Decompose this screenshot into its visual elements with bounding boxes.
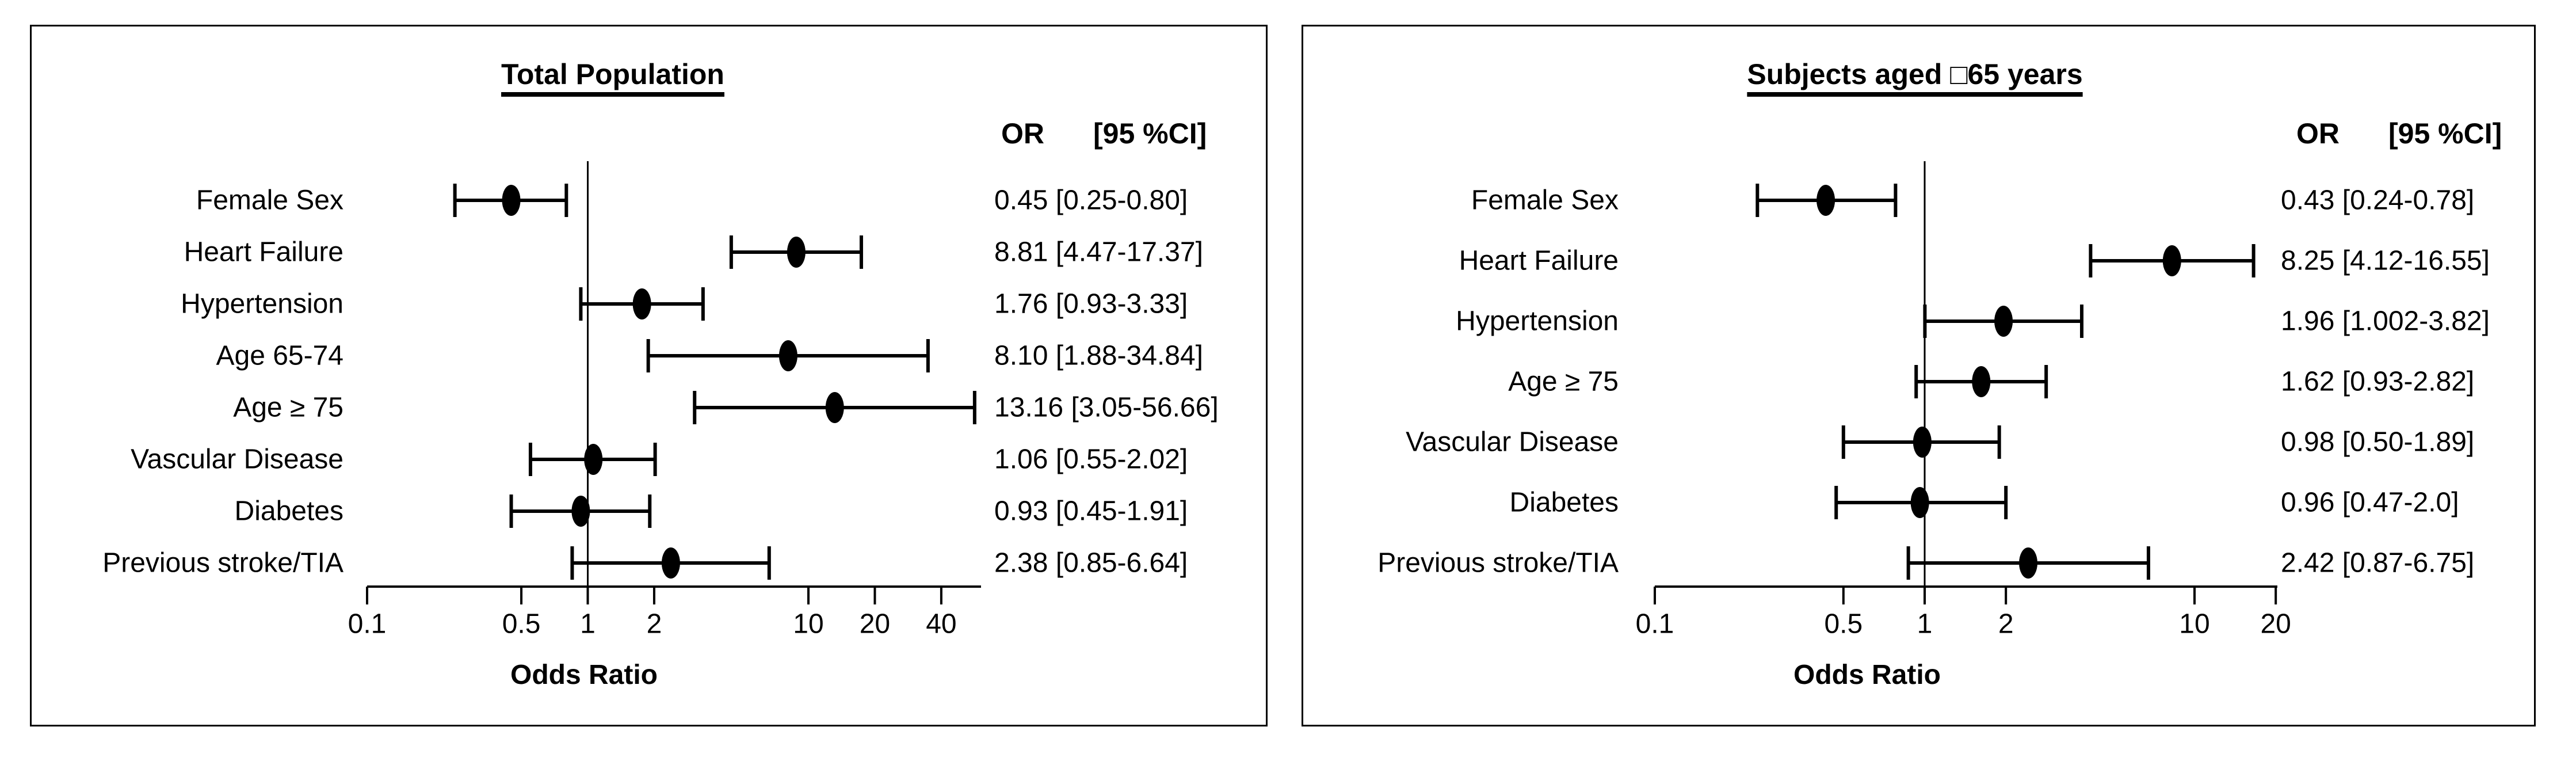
row-label: Diabetes	[235, 496, 344, 527]
row-label: Hypertension	[1456, 306, 1619, 337]
or-point	[1994, 306, 2013, 337]
row-value: 8.25 [4.12-16.55]	[2281, 246, 2490, 276]
x-axis-tick-label: 0.5	[502, 609, 541, 640]
row-label: Age ≥ 75	[233, 393, 344, 423]
panel-title: Subjects aged □65 years	[1747, 58, 2083, 90]
or-ci-column-header: OR [95 %CI]	[1001, 117, 1207, 150]
x-axis-tick-label: 10	[793, 609, 823, 640]
or-point	[787, 237, 806, 268]
row-value: 8.10 [1.88-34.84]	[994, 341, 1203, 371]
or-header-label: OR	[2296, 117, 2340, 150]
row-value: 13.16 [3.05-56.66]	[994, 393, 1219, 423]
row-value: 1.76 [0.93-3.33]	[994, 289, 1188, 319]
row-label: Previous stroke/TIA	[1377, 548, 1619, 579]
or-point	[825, 392, 844, 423]
panel-title: Total Population	[501, 58, 724, 90]
or-header-label: OR	[1001, 117, 1044, 150]
row-label: Hypertension	[181, 289, 344, 319]
row-value: 0.98 [0.50-1.89]	[2281, 427, 2474, 458]
forest-plot-subjects-aged-65plus: 0.1 0.5 1 2 10 20 Female Sex 0.43 [0.24-0.78] He…	[1377, 161, 2490, 640]
forest-plot-total-population: 0.1 0.5 1 2 10 20 40 Female Sex 0.45 [0.25-0.80]…	[102, 161, 1219, 640]
row-value: 2.38 [0.85-6.64]	[994, 548, 1188, 579]
row-label: Female Sex	[196, 185, 344, 216]
row-value: 1.62 [0.93-2.82]	[2281, 367, 2474, 397]
or-ci-column-header: OR [95 %CI]	[2296, 117, 2502, 150]
ci-header-label: [95 %CI]	[1093, 117, 1207, 150]
row-value: 2.42 [0.87-6.75]	[2281, 548, 2474, 579]
x-axis-tick-label: 2	[1998, 609, 2014, 640]
row-label: Diabetes	[1510, 488, 1619, 518]
row-value: 0.43 [0.24-0.78]	[2281, 185, 2474, 216]
or-point	[778, 340, 797, 371]
or-point	[1913, 427, 1932, 458]
or-point	[571, 496, 590, 527]
x-axis-tick-label: 20	[860, 609, 890, 640]
x-axis-tick-label: 0.5	[1824, 609, 1863, 640]
or-point	[2162, 245, 2181, 276]
row-label: Age 65-74	[216, 341, 344, 371]
row-label: Age ≥ 75	[1508, 367, 1619, 397]
or-point	[661, 547, 680, 579]
x-axis-tick-label: 20	[2260, 609, 2291, 640]
panel-subjects-aged-65plus: 0.1 0.5 1 2 10 20 Female Sex 0.43 [0.24-0.78] He…	[1302, 25, 2536, 726]
x-axis-tick-label: 1	[580, 609, 596, 640]
row-value: 0.45 [0.25-0.80]	[994, 185, 1188, 216]
row-value: 0.93 [0.45-1.91]	[994, 496, 1188, 527]
or-point	[632, 288, 651, 319]
x-axis-tick-label: 10	[2179, 609, 2209, 640]
x-axis-tick-label: 2	[647, 609, 662, 640]
x-axis-tick-label: 0.1	[1636, 609, 1674, 640]
row-value: 1.96 [1.002-3.82]	[2281, 306, 2490, 337]
or-point	[502, 185, 521, 216]
row-label: Female Sex	[1471, 185, 1619, 216]
row-label: Vascular Disease	[1406, 427, 1619, 458]
or-point	[2019, 547, 2038, 579]
or-point	[1972, 366, 1991, 397]
row-value: 0.96 [0.47-2.0]	[2281, 488, 2459, 518]
row-label: Vascular Disease	[131, 444, 344, 475]
panel-total-population: 0.1 0.5 1 2 10 20 40 Female Sex 0.45 [0.25-0.80]…	[30, 25, 1268, 726]
row-value: 1.06 [0.55-2.02]	[994, 444, 1188, 475]
or-point	[584, 444, 603, 475]
row-label: Heart Failure	[1459, 246, 1619, 276]
x-axis-title: Odds Ratio	[1793, 660, 1941, 690]
x-axis-tick-label: 40	[926, 609, 956, 640]
row-label: Heart Failure	[184, 237, 344, 268]
ci-header-label: [95 %CI]	[2388, 117, 2502, 150]
x-axis-title: Odds Ratio	[510, 660, 658, 690]
row-value: 8.81 [4.47-17.37]	[994, 237, 1203, 268]
or-point	[1816, 185, 1835, 216]
or-point	[1910, 487, 1929, 518]
x-axis-tick-label: 1	[1917, 609, 1933, 640]
x-axis-tick-label: 0.1	[348, 609, 387, 640]
row-label: Previous stroke/TIA	[102, 548, 344, 579]
